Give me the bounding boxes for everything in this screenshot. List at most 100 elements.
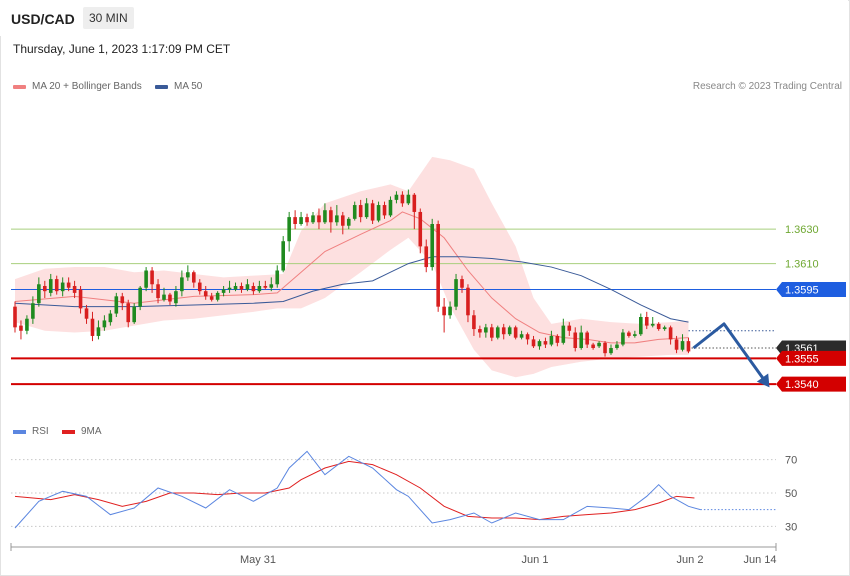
candle-body	[19, 325, 23, 331]
candle-body	[245, 284, 250, 290]
candle-body	[37, 284, 41, 304]
candle-body	[478, 329, 482, 333]
candle-body	[162, 294, 166, 300]
projection-arrow	[692, 322, 768, 384]
candle-body	[567, 325, 572, 331]
candle-body	[370, 203, 375, 221]
candle-body	[138, 287, 142, 307]
candle-body	[78, 289, 83, 309]
candle-body	[156, 284, 160, 299]
header: USD/CAD 30 MIN	[0, 0, 848, 36]
candle-body	[644, 317, 649, 326]
candle-body	[31, 303, 35, 319]
x-tick-label: Jun 14	[743, 554, 776, 566]
projection-arrowhead	[756, 373, 770, 388]
candle-body	[281, 241, 285, 271]
legend-ma50: MA 50	[155, 81, 202, 92]
candle-body	[305, 217, 309, 223]
candle-body	[603, 342, 607, 354]
candle-body	[376, 205, 381, 221]
candle-body	[132, 306, 136, 323]
candle-body	[573, 332, 578, 348]
candle-body	[72, 286, 77, 293]
candle-body	[66, 282, 71, 288]
candle-body	[150, 270, 154, 285]
candle-body	[543, 341, 548, 345]
candle-body	[263, 286, 268, 288]
candle-body	[621, 332, 625, 345]
candle-body	[591, 344, 595, 348]
candle-body	[102, 320, 107, 328]
candle-body	[168, 294, 172, 302]
rsi-line	[14, 450, 701, 529]
level-label-1.3555: 1.3555	[785, 353, 819, 365]
candle-body	[650, 323, 655, 326]
candle-body	[507, 327, 512, 335]
candle-body	[90, 318, 95, 336]
candle-body	[358, 205, 363, 218]
candle-body	[412, 194, 417, 212]
candle-body	[484, 327, 488, 333]
rsi-swatch	[13, 429, 26, 434]
candle-body	[388, 199, 393, 216]
candle-body	[394, 194, 399, 200]
rsi-tick-70: 70	[785, 455, 797, 467]
candle-body	[495, 327, 500, 338]
rsi-ma-swatch	[62, 429, 75, 434]
candle-body	[174, 291, 178, 304]
x-tick-label: Jun 1	[522, 554, 549, 566]
legend-rsi: RSI	[13, 426, 49, 437]
candle-body	[215, 292, 220, 300]
x-tick-label: Jun 2	[677, 554, 704, 566]
candle-body	[501, 327, 506, 335]
level-label-1.3540: 1.3540	[785, 379, 819, 391]
legend-ma50-label: MA 50	[174, 81, 203, 92]
candle-body	[460, 279, 464, 288]
candle-body	[382, 205, 387, 216]
candle-body	[656, 323, 661, 330]
rsi-ma-line	[14, 460, 695, 521]
x-tick-label: May 31	[240, 554, 276, 566]
candle-body	[221, 289, 226, 293]
candle-body	[209, 296, 214, 300]
candle-body	[549, 335, 554, 345]
candle-body	[13, 306, 17, 328]
candle-body	[627, 332, 631, 336]
timeframe-badge[interactable]: 30 MIN	[83, 7, 134, 29]
candle-body	[525, 334, 530, 340]
candle-body	[293, 217, 297, 224]
legend-rsi-ma-label: 9MA	[81, 426, 102, 437]
legend-rsi-ma: 9MA	[62, 426, 102, 437]
candle-body	[597, 342, 601, 347]
candle-body	[668, 327, 673, 340]
candle-body	[406, 194, 411, 204]
candle-body	[197, 282, 202, 292]
legend-rsi-label: RSI	[32, 426, 49, 437]
candle-body	[186, 272, 190, 278]
candle-body	[513, 327, 518, 338]
candle-body	[227, 287, 232, 290]
candle-body	[287, 217, 291, 242]
candle-body	[346, 218, 351, 226]
candle-body	[466, 287, 470, 316]
candle-body	[448, 306, 452, 316]
candle-body	[144, 270, 148, 288]
candle-body	[180, 277, 184, 292]
ma50-swatch	[155, 84, 168, 89]
candle-body	[257, 286, 262, 292]
candle-body	[48, 279, 53, 293]
candle-body	[633, 334, 637, 336]
candle-body	[329, 210, 333, 223]
candle-body	[323, 210, 327, 223]
candle-body	[418, 211, 423, 247]
candle-body	[639, 317, 643, 335]
candle-body	[317, 215, 321, 223]
candle-body	[490, 327, 494, 338]
candle-body	[442, 306, 446, 316]
candle-body	[239, 286, 244, 290]
candle-body	[192, 272, 196, 283]
candle-body	[352, 205, 357, 219]
bollinger-band	[15, 156, 689, 378]
ma50-line	[14, 256, 689, 323]
